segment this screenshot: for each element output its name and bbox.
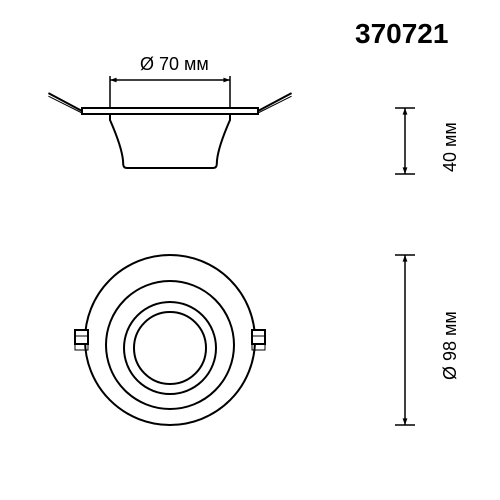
diagram-container: 370721 Ø 70 мм 40 мм Ø 98 мм xyxy=(0,0,500,500)
technical-drawing xyxy=(0,0,500,500)
